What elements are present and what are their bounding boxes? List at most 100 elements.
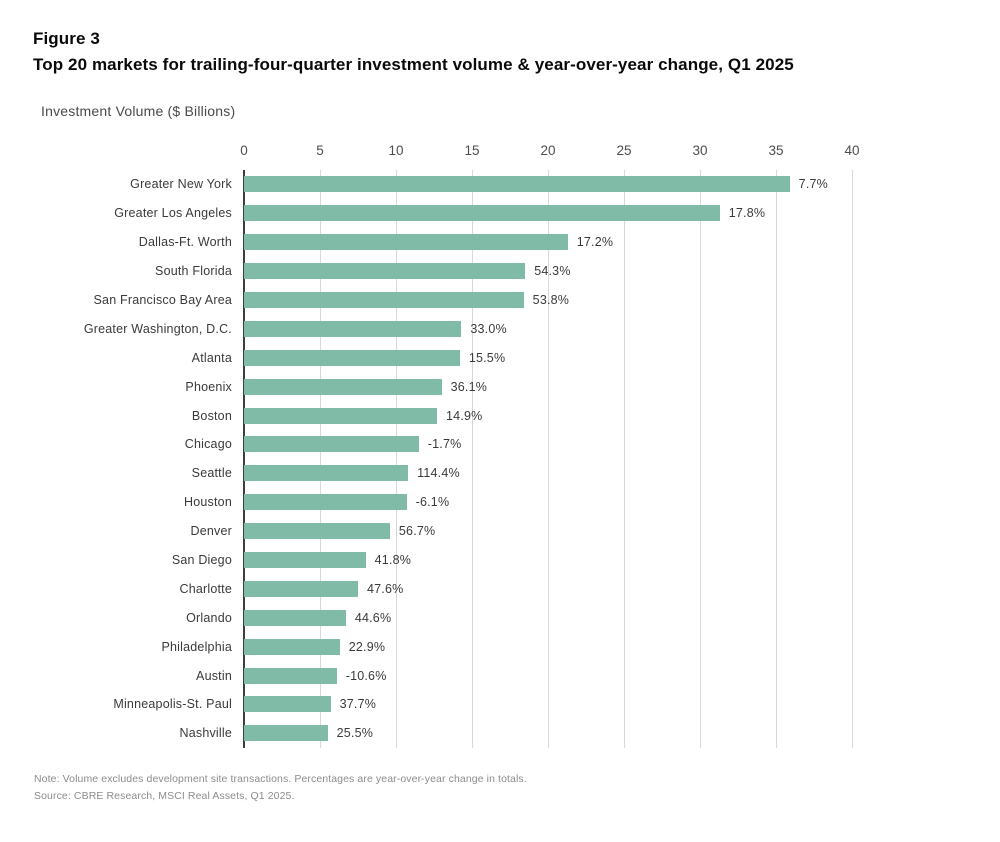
yoy-change-label: 41.8% [374, 553, 412, 568]
volume-bar [244, 407, 438, 424]
volume-bar [244, 349, 460, 366]
note-text: Note: Volume excludes development site t… [34, 773, 527, 785]
category-label: Phoenix [185, 379, 232, 394]
volume-bar [244, 176, 790, 193]
bar-row: 36.1% [244, 372, 852, 401]
bar-row: -10.6% [244, 661, 852, 690]
bar-row: 25.5% [244, 719, 852, 748]
category-labels-column: Greater New York Greater Los Angeles Dalla… [0, 170, 232, 748]
yoy-change-label: -10.6% [345, 668, 387, 683]
bar-row: 15.5% [244, 343, 852, 372]
volume-bar [244, 263, 526, 280]
bar-row: 41.8% [244, 546, 852, 575]
yoy-change-label: 44.6% [354, 610, 392, 625]
bar-row: -1.7% [244, 430, 852, 459]
x-axis-tick-labels: 0 5 10 15 20 25 30 35 40 [240, 143, 859, 161]
bar-row: 44.6% [244, 603, 852, 632]
volume-bar [244, 234, 568, 251]
volume-bar [244, 494, 407, 511]
category-label: Dallas-Ft. Worth [138, 235, 232, 250]
yoy-change-label: 17.8% [728, 206, 766, 221]
x-tick-label: 5 [316, 143, 324, 158]
yoy-change-label: 56.7% [398, 524, 436, 539]
x-axis-title: Investment Volume ($ Billions) [41, 103, 236, 119]
volume-bar [244, 638, 340, 655]
category-label: Philadelphia [161, 639, 232, 654]
y-axis-line [243, 170, 245, 748]
x-tick-label: 30 [692, 143, 708, 158]
volume-bar [244, 552, 366, 569]
yoy-change-label: 54.3% [534, 264, 571, 279]
category-label: San Diego [171, 553, 232, 568]
category-label: Greater Washington, D.C. [83, 321, 232, 336]
category-label: Greater New York [130, 177, 232, 192]
yoy-change-label: 36.1% [450, 379, 488, 394]
category-label: Seattle [191, 466, 232, 481]
bar-row: 17.2% [244, 228, 852, 257]
gridline [472, 170, 473, 748]
gridline [320, 170, 321, 748]
gridline [700, 170, 701, 748]
footnotes: Note: Volume excludes development site t… [34, 771, 527, 805]
bar-row: 22.9% [244, 632, 852, 661]
gridline [396, 170, 397, 748]
bar-row: 54.3% [244, 257, 852, 286]
volume-bar [244, 378, 442, 395]
bar-rows: 7.7% 17.8% 17.2% 54.3% 53.8% 33.0% 15.5% 36.1% 1… [244, 170, 852, 748]
category-label: San Francisco Bay Area [93, 293, 232, 307]
figure-title: Top 20 markets for trailing-four-quarter… [33, 55, 794, 74]
bar-row: 56.7% [244, 517, 852, 546]
yoy-change-label: -1.7% [427, 437, 462, 452]
yoy-change-label: 37.7% [339, 697, 377, 712]
category-label: Nashville [179, 726, 232, 741]
yoy-change-label: 47.6% [367, 581, 404, 596]
bar-row: 14.9% [244, 401, 852, 430]
bar-row: 33.0% [244, 314, 852, 343]
gridline [852, 170, 853, 748]
category-label: Boston [191, 408, 232, 423]
yoy-change-label: 7.7% [798, 177, 828, 192]
yoy-change-label: 22.9% [348, 639, 386, 654]
category-label: Houston [184, 495, 232, 510]
category-label: South Florida [155, 264, 232, 279]
bar-row: 53.8% [244, 286, 852, 315]
bar-row: 7.7% [244, 170, 852, 199]
gridline [776, 170, 777, 748]
volume-bar [244, 523, 390, 540]
volume-bar [244, 667, 337, 684]
category-label: Denver [190, 524, 232, 539]
volume-bar [244, 292, 524, 308]
figure-header: Figure 3 Top 20 markets for trailing-fou… [33, 26, 794, 78]
yoy-change-label: 17.2% [576, 235, 614, 250]
bar-row: 17.8% [244, 199, 852, 228]
yoy-change-label: 33.0% [470, 321, 507, 336]
bar-chart-plot-area: 7.7% 17.8% 17.2% 54.3% 53.8% 33.0% 15.5% 36.1% 1… [243, 170, 853, 748]
volume-bar [244, 609, 346, 626]
category-label: Atlanta [191, 350, 232, 365]
yoy-change-label: 14.9% [446, 408, 483, 423]
category-label: Charlotte [179, 581, 232, 596]
volume-bar [244, 205, 720, 222]
volume-bar [244, 580, 358, 597]
volume-bar [244, 725, 328, 742]
yoy-change-label: 25.5% [336, 726, 374, 741]
gridline [548, 170, 549, 748]
bar-row: 47.6% [244, 574, 852, 603]
yoy-change-label: 15.5% [468, 350, 506, 365]
category-label: Austin [196, 668, 232, 683]
yoy-change-label: 114.4% [417, 466, 460, 481]
category-label: Minneapolis-St. Paul [113, 697, 232, 712]
figure-label: Figure 3 [33, 29, 100, 48]
x-tick-label: 40 [844, 143, 860, 158]
volume-bar [244, 436, 419, 453]
x-tick-label: 35 [768, 143, 784, 158]
x-tick-label: 25 [616, 143, 632, 158]
bar-row: 37.7% [244, 690, 852, 719]
category-label: Greater Los Angeles [114, 206, 232, 221]
source-text: Source: CBRE Research, MSCI Real Assets,… [34, 790, 295, 802]
yoy-change-label: 53.8% [532, 293, 570, 307]
gridline [624, 170, 625, 748]
x-tick-label: 15 [464, 143, 480, 158]
x-tick-label: 20 [540, 143, 556, 158]
